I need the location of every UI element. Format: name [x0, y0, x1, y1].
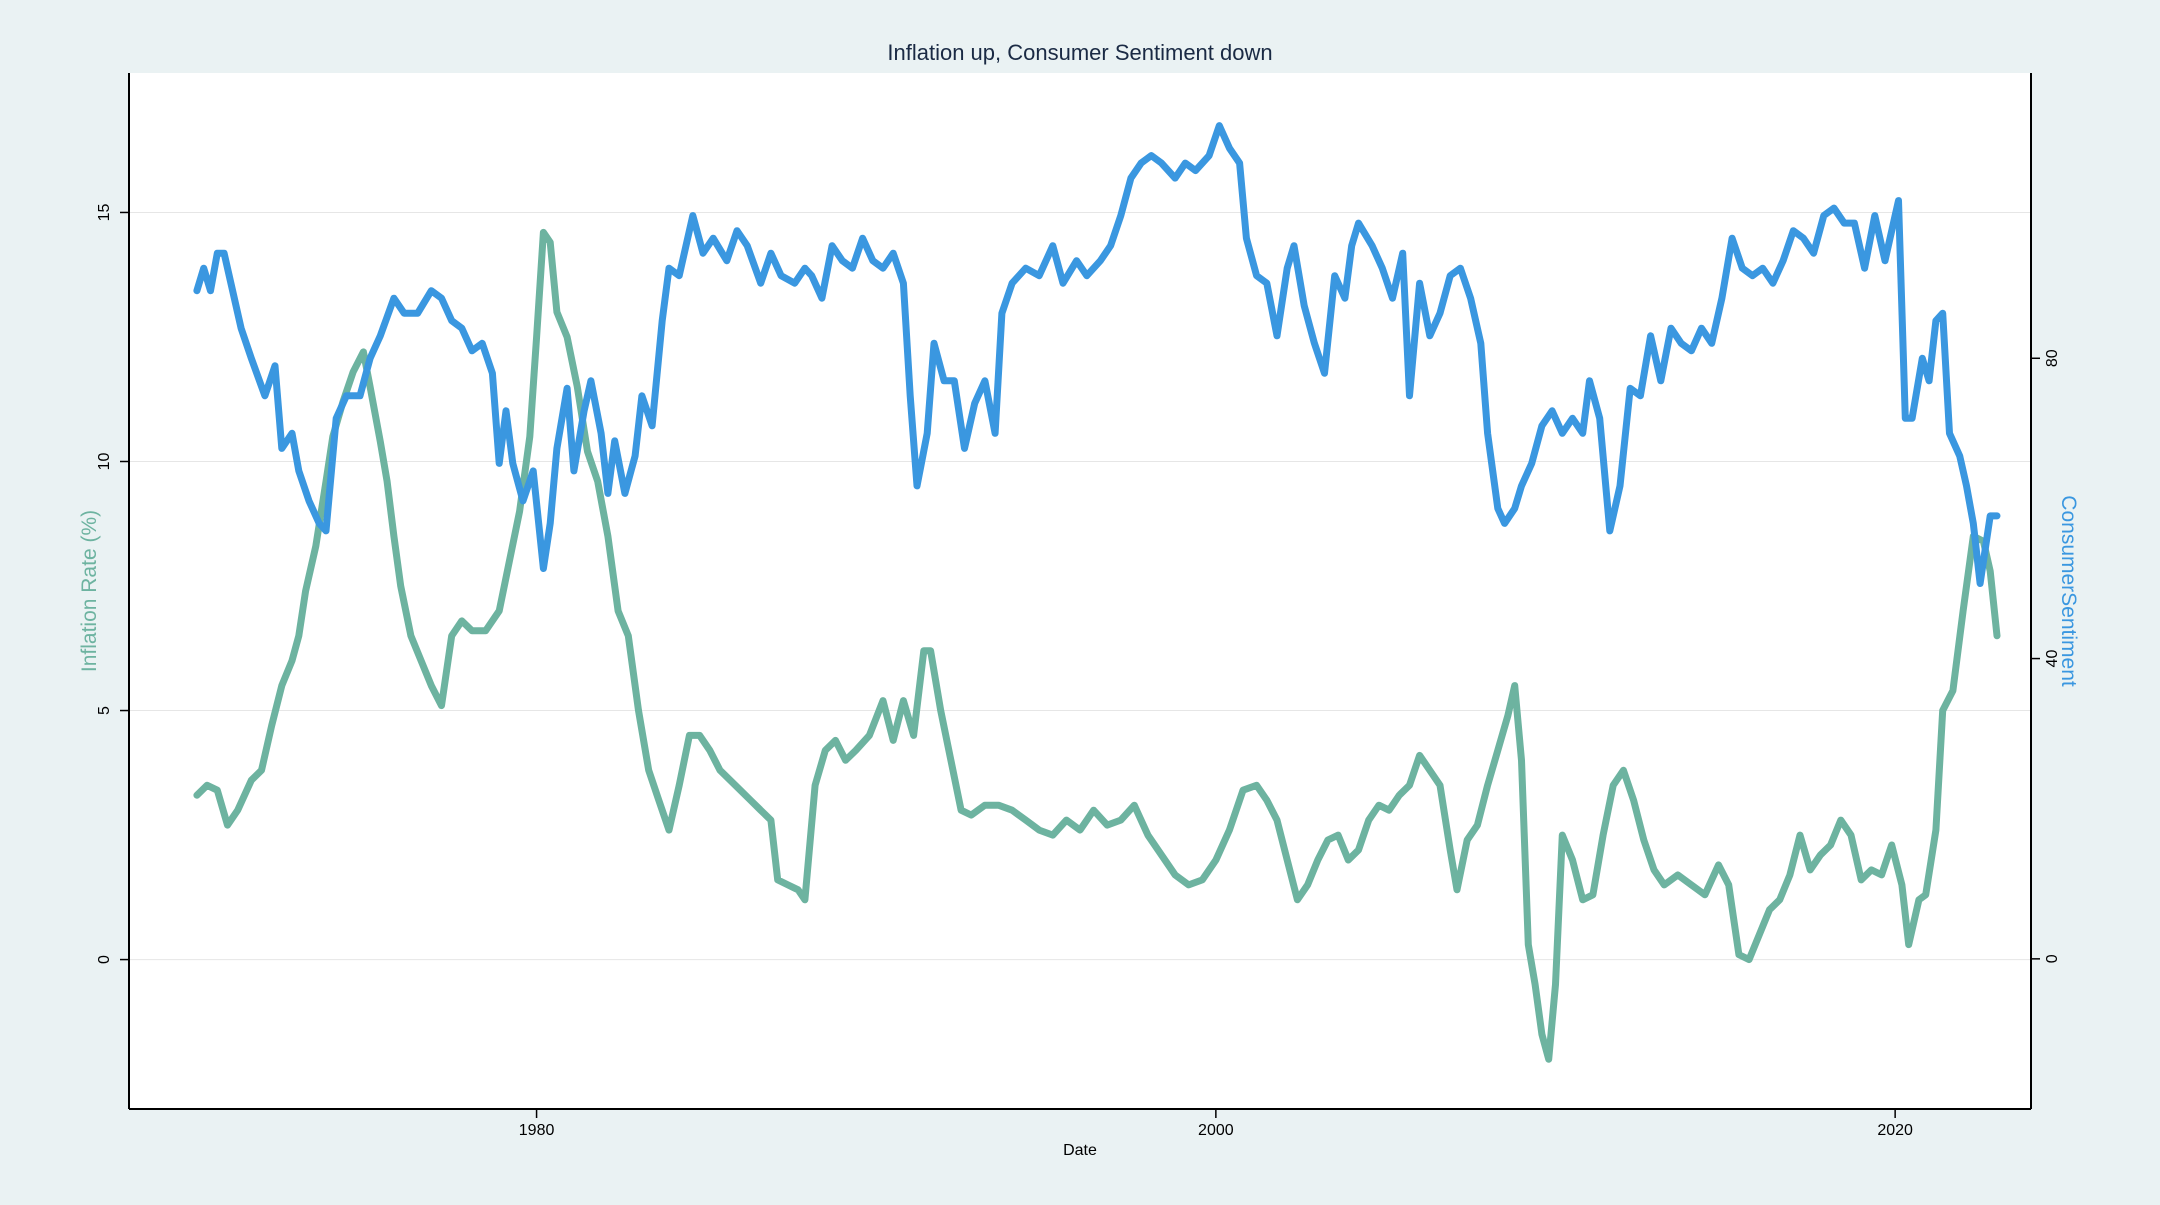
y-left-tick-label: 5: [96, 706, 113, 715]
y-right-tick-label: 80: [2044, 349, 2061, 367]
x-tick-label: 2000: [1198, 1122, 1234, 1139]
x-axis-label: Date: [1063, 1142, 1097, 1159]
series-lines: [193, 122, 2001, 1063]
y-right-tick-label: 40: [2044, 650, 2061, 668]
axis-ticks: 0 5 10 15 0 40 80 1980 2000 2020: [96, 203, 2061, 1139]
y-left-tick-label: 10: [96, 453, 113, 471]
sentiment-line: [193, 122, 2001, 587]
y-axis-left-label: Inflation Rate (%): [78, 510, 101, 672]
chart-title: Inflation up, Consumer Sentiment down: [887, 40, 1272, 65]
y-left-tick-label: 15: [96, 203, 113, 221]
y-right-tick-label: 0: [2044, 954, 2061, 963]
inflation-line: [193, 228, 2001, 1063]
gridlines: [129, 211, 2031, 961]
plot-background: [129, 73, 2031, 1109]
y-axis-right-label: ConsumerSentiment: [2057, 495, 2080, 687]
x-tick-label: 1980: [519, 1122, 555, 1139]
x-tick-label: 2020: [1877, 1122, 1913, 1139]
y-left-tick-label: 0: [96, 955, 113, 964]
